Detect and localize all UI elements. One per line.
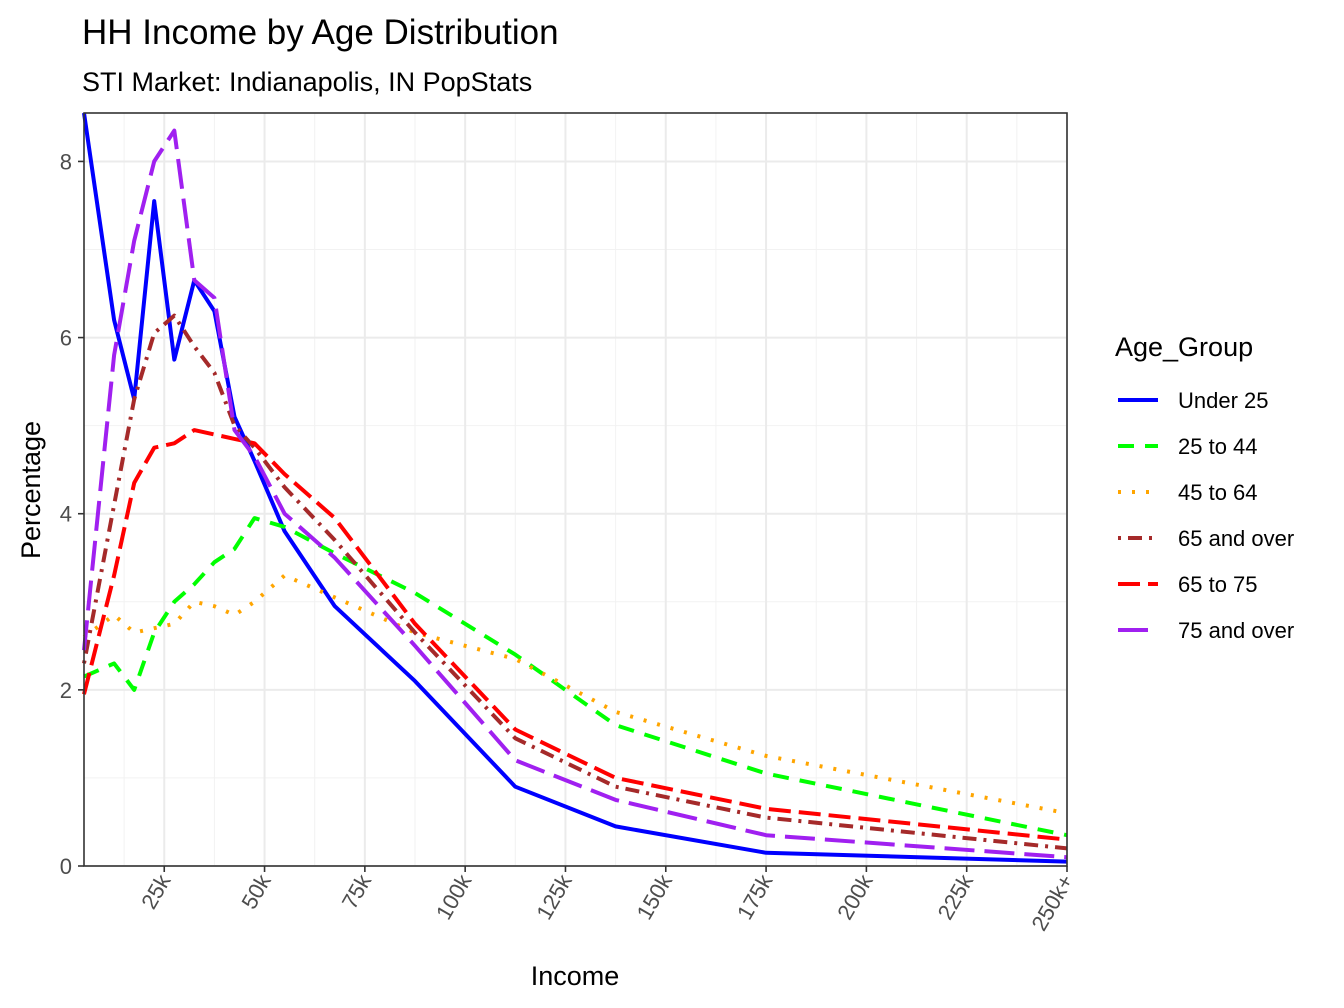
x-tick-label: 200k [832, 869, 878, 924]
x-axis: 25k 50k 75k 100k 125k 150k 175k 200k 225k 250k+ [136, 866, 1078, 935]
plot-panel-border [83, 112, 1068, 867]
y-axis: 0 2 4 6 8 [60, 149, 84, 879]
y-axis-title: Percentage [16, 421, 46, 559]
legend-label: Under 25 [1178, 388, 1269, 413]
series-lines [82, 112, 1068, 864]
y-tick-label: 6 [60, 326, 72, 351]
legend-label: 45 to 64 [1178, 480, 1258, 505]
legend-label: 25 to 44 [1178, 434, 1258, 459]
chart-title: HH Income by Age Distribution [82, 13, 559, 52]
series-line-75-and-over [82, 128, 1068, 860]
legend: Age_Group Under 25 25 to 44 45 to 64 65 and… [1115, 332, 1294, 643]
legend-title: Age_Group [1115, 332, 1253, 362]
x-tick-label: 175k [732, 869, 778, 924]
series-line-25-to-44 [83, 516, 1068, 838]
y-tick-label: 8 [60, 149, 72, 174]
legend-label: 65 to 75 [1178, 572, 1258, 597]
y-tick-label: 4 [60, 502, 72, 527]
legend-item-under-25: Under 25 [1118, 388, 1269, 413]
major-gridlines [84, 113, 1068, 867]
series-line-under-25 [82, 112, 1068, 864]
legend-item-65-and-over: 65 and over [1118, 526, 1294, 551]
legend-item-75-and-over: 75 and over [1118, 618, 1294, 643]
x-tick-label: 25k [136, 869, 176, 913]
legend-label: 65 and over [1178, 526, 1294, 551]
x-tick-label: 125k [531, 869, 577, 924]
x-tick-label: 50k [236, 869, 276, 913]
x-tick-label: 225k [933, 869, 979, 924]
minor-gridlines [84, 113, 1067, 866]
legend-label: 75 and over [1178, 618, 1294, 643]
x-tick-label: 250k+ [1026, 870, 1078, 935]
x-tick-label: 150k [632, 869, 678, 924]
legend-item-65-to-75: 65 to 75 [1118, 572, 1258, 597]
y-tick-label: 0 [60, 854, 72, 879]
legend-item-45-to-64: 45 to 64 [1118, 480, 1258, 505]
x-axis-title: Income [531, 961, 620, 991]
y-tick-label: 2 [60, 678, 72, 703]
legend-item-25-to-44: 25 to 44 [1118, 434, 1258, 459]
x-tick-label: 100k [431, 869, 477, 924]
x-tick-label: 75k [337, 869, 377, 913]
chart-subtitle: STI Market: Indianapolis, IN PopStats [82, 67, 532, 97]
